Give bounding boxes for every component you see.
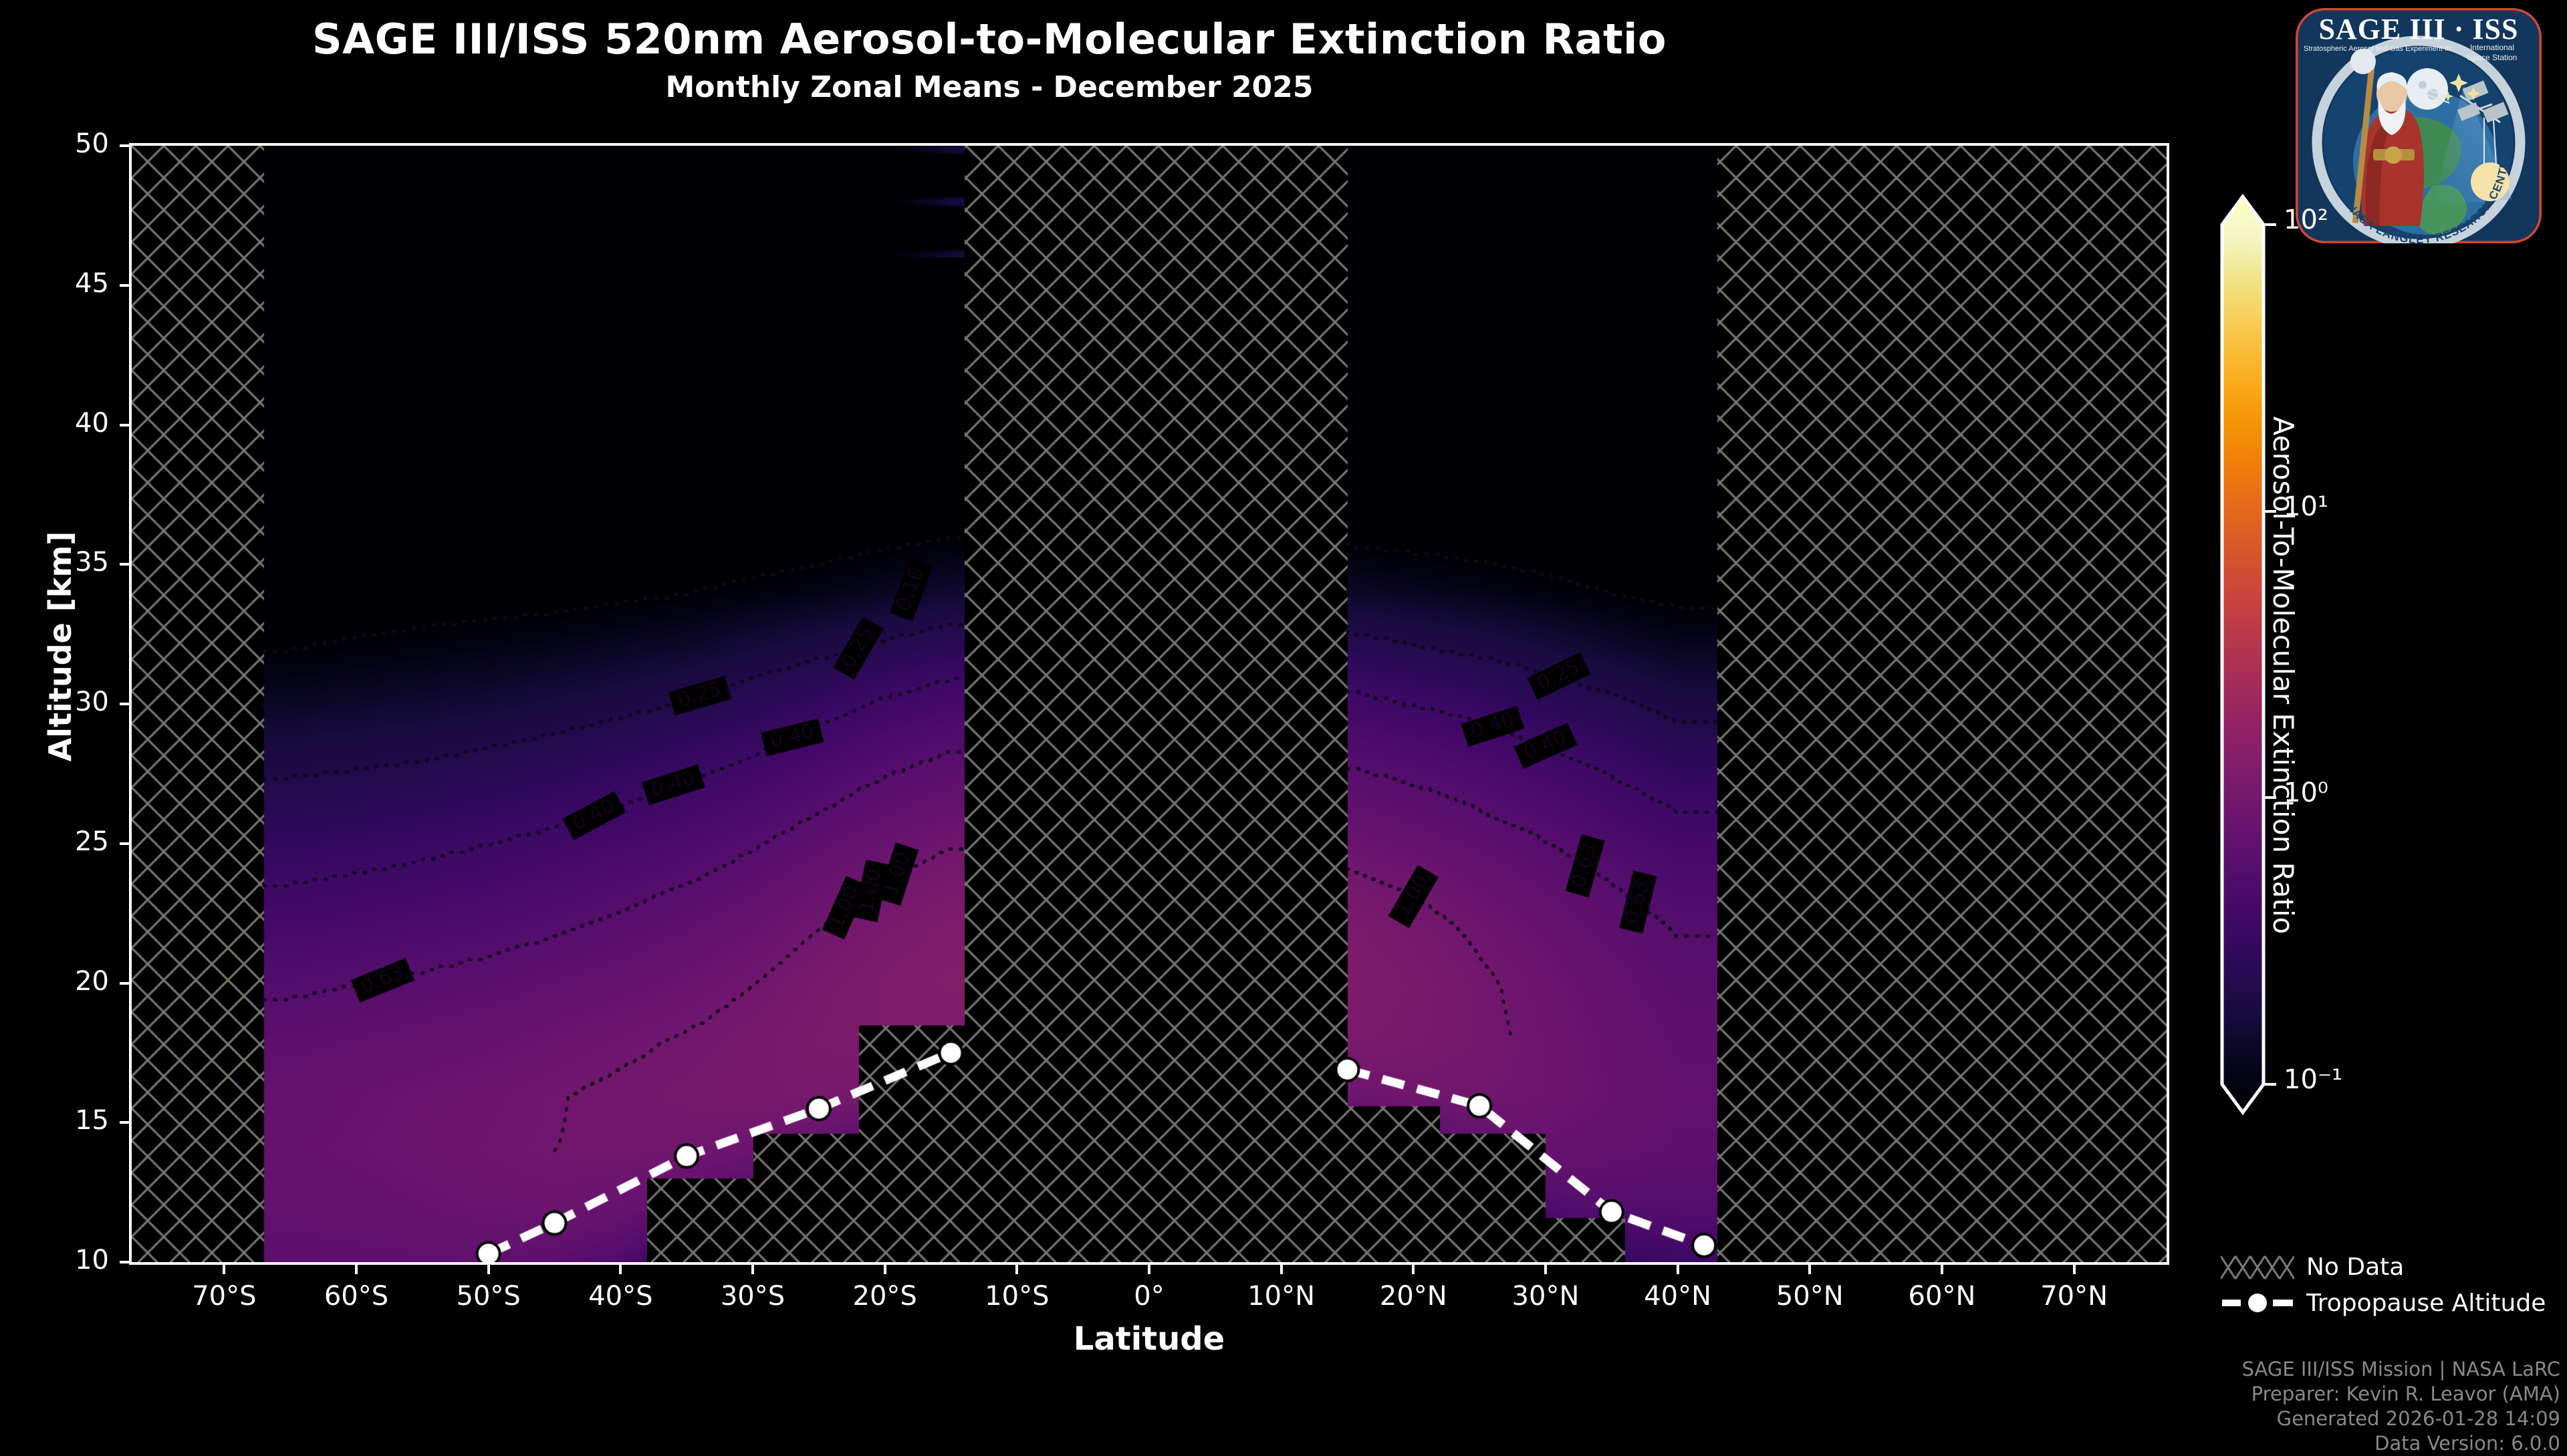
x-tick-mark (1808, 1265, 1812, 1274)
svg-text:Stratospheric Aerosol and Gas: Stratospheric Aerosol and Gas Experiment… (2304, 45, 2451, 53)
page-subtitle: Monthly Zonal Means - December 2025 (665, 70, 1314, 104)
colorbar-tick-label: 10⁰ (2284, 777, 2328, 809)
colorbar-tick-mark (2265, 796, 2276, 800)
x-tick-label: 30°S (720, 1281, 785, 1312)
x-tick-label: 0° (1134, 1281, 1165, 1312)
footer-line-mission: SAGE III/ISS Mission | NASA LaRC (2241, 1358, 2560, 1380)
x-tick-label: 60°N (1908, 1281, 1976, 1312)
y-tick-mark (120, 563, 129, 566)
x-tick-label: 20°S (852, 1281, 917, 1312)
colorbar-tick-label: 10⁻¹ (2284, 1064, 2343, 1095)
x-tick-label: 40°N (1644, 1281, 1712, 1312)
colorbar-tick-mark (2265, 509, 2276, 513)
footer-line-preparer: Preparer: Kevin R. Leavor (AMA) (2251, 1382, 2560, 1406)
footer-line-generated: Generated 2026-01-28 14:09 (2276, 1407, 2560, 1431)
y-tick-mark (120, 981, 129, 985)
legend-item-tropopause: Tropopause Altitude (2221, 1285, 2567, 1321)
x-tick-mark (1412, 1265, 1415, 1274)
y-tick-label: 10 (75, 1245, 109, 1276)
colorbar-tick-label: 10² (2284, 205, 2328, 235)
x-tick-mark (1148, 1265, 1150, 1274)
x-tick-mark (1279, 1265, 1283, 1274)
y-tick-label: 35 (75, 547, 109, 578)
colorbar-tick-mark (2265, 1083, 2276, 1086)
legend-label-tropopause: Tropopause Altitude (2306, 1289, 2546, 1317)
y-tick-mark (120, 144, 129, 147)
x-tick-label: 10°N (1247, 1281, 1316, 1312)
x-tick-mark (487, 1265, 490, 1274)
y-tick-label: 40 (75, 407, 109, 439)
colorbar-tick-label: 10¹ (2284, 491, 2328, 522)
sage-iii-iss-logo: BALL · NASA LANGLEY RESEARCH CENTER · TA… (2292, 5, 2546, 246)
heatmap-canvas (132, 146, 2167, 1262)
x-tick-label: 60°S (324, 1281, 389, 1312)
colorbar-gradient (2220, 194, 2266, 1116)
y-axis-label: Altitude [km] (42, 531, 78, 762)
x-tick-mark (1544, 1265, 1547, 1274)
page-title: SAGE III/ISS 520nm Aerosol-to-Molecular … (312, 15, 1667, 64)
svg-text:Space Station: Space Station (2467, 53, 2518, 62)
y-tick-mark (120, 423, 129, 427)
x-tick-label: 50°N (1776, 1281, 1844, 1312)
x-tick-label: 10°S (985, 1281, 1050, 1312)
x-tick-label: 50°S (456, 1281, 521, 1312)
x-axis-label: Latitude (1073, 1320, 1225, 1358)
svg-text:SAGE III · ISS: SAGE III · ISS (2319, 13, 2519, 45)
x-tick-mark (619, 1265, 622, 1274)
colorbar (2218, 194, 2270, 1163)
x-tick-mark (751, 1265, 754, 1274)
y-tick-mark (120, 842, 129, 845)
legend-item-no-data: No Data (2219, 1249, 2567, 1285)
y-tick-mark (120, 1261, 129, 1263)
x-tick-label: 30°N (1511, 1281, 1580, 1312)
y-tick-label: 25 (75, 826, 109, 857)
svg-text:International: International (2470, 43, 2514, 52)
colorbar-tick-mark (2265, 223, 2276, 226)
x-tick-mark (883, 1265, 886, 1274)
x-tick-mark (223, 1265, 226, 1274)
colorbar-title: Aerosol-To-Molecular Extinction Ratio (2267, 416, 2300, 935)
x-tick-mark (355, 1265, 358, 1274)
legend: No Data Tropopause Altitude (2219, 1249, 2567, 1321)
zonal-mean-heatmap-plot (129, 143, 2169, 1265)
hatch-cross-icon (2219, 1252, 2296, 1282)
x-tick-mark (2072, 1265, 2076, 1274)
dashed-line-marker-icon (2221, 1288, 2294, 1318)
y-tick-label: 15 (75, 1105, 109, 1136)
x-tick-label: 70°N (2040, 1281, 2108, 1312)
x-tick-mark (1015, 1265, 1019, 1274)
legend-label-no-data: No Data (2306, 1253, 2405, 1281)
y-tick-mark (120, 703, 129, 705)
x-tick-label: 20°N (1379, 1281, 1447, 1312)
y-tick-mark (120, 283, 129, 287)
y-tick-label: 50 (75, 128, 109, 159)
y-tick-label: 45 (75, 267, 109, 299)
x-tick-label: 70°S (192, 1281, 257, 1312)
y-tick-label: 30 (75, 687, 109, 717)
footer-credits: SAGE III/ISS Mission | NASA LaRC Prepare… (1832, 1357, 2560, 1456)
x-tick-label: 40°S (588, 1281, 653, 1312)
x-tick-mark (1940, 1265, 1943, 1274)
y-tick-label: 20 (75, 965, 109, 997)
x-tick-mark (1676, 1265, 1679, 1274)
y-tick-mark (120, 1121, 129, 1124)
